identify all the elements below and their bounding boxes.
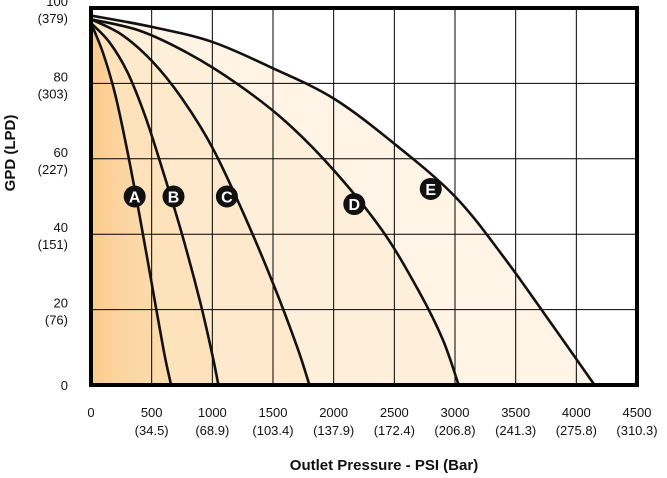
curves [89,14,596,386]
curve-label-c: C [215,185,238,208]
y-tick-label: 100 [46,0,68,9]
x-tick-sublabel: (241.3) [495,423,536,438]
y-tick-label: 60 [54,145,68,160]
x-tick-label: 3000 [441,405,470,420]
y-tick-labels: 0 20 (76) 40 (151) 60 (227) 80 (303) 100 (379) [38,0,68,393]
curve-e [90,14,596,386]
x-tick-label: 0 [87,405,94,420]
y-tick-label: 0 [61,378,68,393]
curve-d [90,18,460,386]
svg-text:E: E [425,182,436,199]
svg-text:C: C [221,190,233,207]
svg-text:B: B [168,190,180,207]
x-tick-sublabel: (34.5) [135,423,169,438]
y-tick-label: 20 [54,296,68,311]
curve-label-e: E [419,177,442,200]
curve-label-b: B [162,185,185,208]
x-tick-sublabel: (206.8) [434,423,475,438]
y-axis-title: GPD (LPD) [2,115,19,192]
y-tick-label: 40 [54,220,68,235]
y-tick-sublabel: (151) [38,237,68,252]
x-tick-sublabel: (137.9) [313,423,354,438]
y-tick-sublabel: (227) [38,162,68,177]
x-tick-sublabel: (68.9) [195,423,229,438]
x-tick-label: 4500 [623,405,652,420]
curve-labels: A B C D E [123,177,442,216]
x-tick-label: 1500 [259,405,288,420]
y-tick-label: 80 [54,69,68,84]
x-tick-sublabel: (103.4) [252,423,293,438]
svg-text:D: D [349,197,361,214]
x-tick-sublabel: (172.4) [374,423,415,438]
y-tick-sublabel: (76) [45,313,68,328]
svg-text:A: A [129,190,141,207]
x-tick-label: 2500 [380,405,409,420]
plot-frame [89,6,639,387]
x-tick-sublabel: (275.8) [556,423,597,438]
x-tick-labels: 0 500 (34.5) 1000 (68.9) 1500 (103.4) 2000 (137.… [87,405,657,438]
y-tick-sublabel: (303) [38,86,68,101]
x-axis-title: Outlet Pressure - PSI (Bar) [290,457,478,474]
x-tick-label: 3500 [501,405,530,420]
curve-label-a: A [123,185,146,208]
y-tick-sublabel: (379) [38,11,68,26]
x-tick-label: 1000 [198,405,227,420]
x-tick-sublabel: (310.3) [616,423,657,438]
x-tick-label: 4000 [562,405,591,420]
curve-c [90,18,311,386]
curve-b [90,22,220,386]
x-tick-label: 500 [141,405,163,420]
x-tick-label: 2000 [319,405,348,420]
curve-label-d: D [343,193,366,216]
